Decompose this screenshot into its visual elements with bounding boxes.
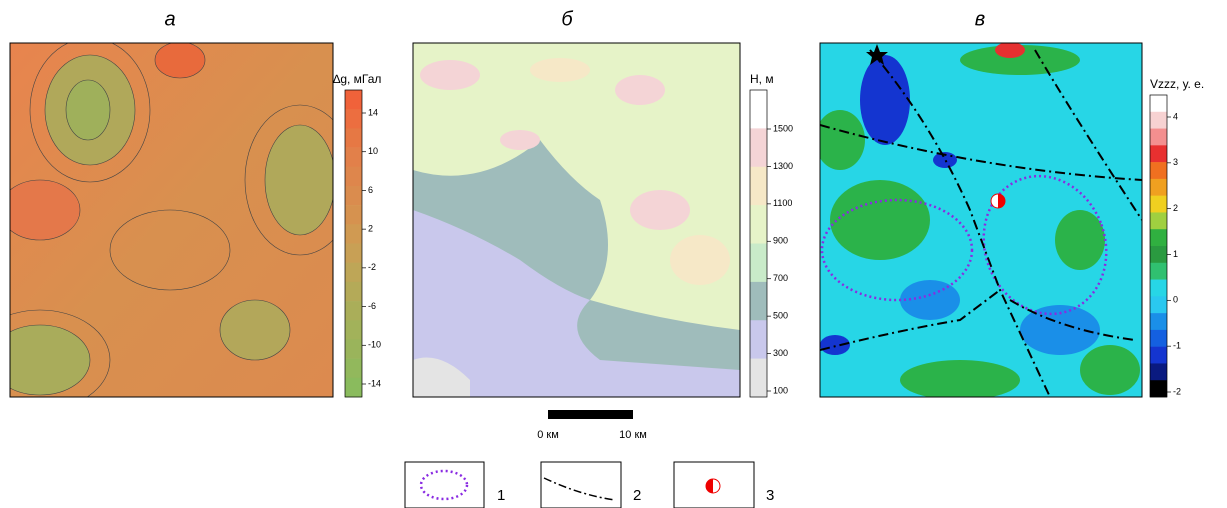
colorbar-band <box>345 359 362 378</box>
colorbar-band <box>345 339 362 358</box>
colorbar-tick-label: -14 <box>368 378 381 388</box>
panel-letter: б <box>561 8 573 30</box>
legend-label: 1 <box>497 487 505 504</box>
colorbar-tick-label: -6 <box>368 301 376 311</box>
colorbar-band <box>1150 330 1167 347</box>
colorbar-band <box>345 90 362 109</box>
colorbar-band <box>1150 129 1167 146</box>
scale-bar <box>548 410 633 419</box>
colorbar-band <box>1150 95 1167 112</box>
colorbar-tick-label: 1 <box>1173 249 1178 259</box>
colorbar-band <box>1150 280 1167 297</box>
colorbar-band <box>750 244 767 283</box>
colorbar-tick-label: 500 <box>773 311 788 321</box>
colorbar-band <box>1150 179 1167 196</box>
panel-letter: а <box>164 8 175 30</box>
colorbar-band <box>1150 363 1167 380</box>
colorbar-band <box>1150 112 1167 129</box>
colorbar-label: ∆g, мГал <box>333 72 381 86</box>
colorbar: 14 10 6 2 -2 -6 -10 -14 <box>345 90 381 397</box>
colorbar-band <box>345 109 362 128</box>
colorbar-band <box>750 359 767 398</box>
legend-label: 2 <box>633 487 641 504</box>
colorbar-band <box>1150 196 1167 213</box>
colorbar-band <box>750 205 767 244</box>
colorbar-band <box>1150 263 1167 280</box>
colorbar-band <box>345 205 362 224</box>
colorbar-tick-label: 700 <box>773 273 788 283</box>
colorbar-band <box>345 167 362 186</box>
legend-label: 3 <box>766 487 774 504</box>
colorbar-tick-label: -2 <box>1173 386 1181 396</box>
colorbar-tick-label: -10 <box>368 340 381 350</box>
colorbar-label: Vzzz, у. е. <box>1150 77 1204 91</box>
colorbar-band <box>1150 313 1167 330</box>
colorbar-band <box>1150 145 1167 162</box>
colorbar-band <box>345 282 362 301</box>
gravity-map <box>0 38 355 410</box>
colorbar-band <box>345 224 362 243</box>
vzzz-map <box>815 42 1142 400</box>
colorbar-band <box>345 186 362 205</box>
colorbar-band <box>750 282 767 321</box>
colorbar-tick-label: 4 <box>1173 111 1178 121</box>
colorbar-band <box>1150 229 1167 246</box>
colorbar-band <box>345 301 362 320</box>
colorbar-band <box>345 320 362 339</box>
colorbar-tick-label: 1100 <box>773 198 792 208</box>
colorbar-band <box>1150 380 1167 397</box>
colorbar-tick-label: 10 <box>368 146 378 156</box>
colorbar-tick-label: 2 <box>1173 203 1178 213</box>
panel-letter: в <box>975 8 985 30</box>
colorbar-band <box>345 148 362 167</box>
figure: а ∆g, мГал 141062-2-6-10-14 б H, м 15001… <box>0 0 1227 508</box>
colorbar: 1500 1300 1100 900 700 500 300 100 <box>750 90 793 397</box>
colorbar-tick-label: 0 <box>1173 295 1178 305</box>
colorbar-band <box>1150 162 1167 179</box>
colorbar-band <box>750 320 767 359</box>
scale-start: 0 км <box>537 429 559 441</box>
colorbar-band <box>1150 212 1167 229</box>
colorbar-tick-label: 100 <box>773 385 788 395</box>
colorbar-tick-label: 1300 <box>773 161 793 171</box>
colorbar-band <box>345 244 362 263</box>
colorbar-tick-label: 2 <box>368 224 373 234</box>
colorbar-tick-label: 14 <box>368 107 378 117</box>
colorbar-band <box>345 263 362 282</box>
colorbar-band <box>1150 296 1167 313</box>
colorbar-band <box>345 128 362 147</box>
legend: 1 2 3 <box>405 462 774 508</box>
colorbar-tick-label: -1 <box>1173 341 1181 351</box>
colorbar-tick-label: 300 <box>773 348 788 358</box>
colorbar-band <box>345 378 362 397</box>
relief-map <box>413 43 740 397</box>
scale-end: 10 км <box>619 429 647 441</box>
colorbar-label: H, м <box>750 72 774 86</box>
colorbar: 4 3 2 1 0 -1 -2 <box>1150 95 1181 397</box>
colorbar-tick-label: 900 <box>773 236 788 246</box>
colorbar-tick-label: 1500 <box>773 123 793 133</box>
colorbar-tick-label: 3 <box>1173 157 1178 167</box>
colorbar-band <box>750 128 767 167</box>
colorbar-band <box>750 90 767 129</box>
colorbar-band <box>1150 347 1167 364</box>
colorbar-band <box>750 167 767 206</box>
colorbar-band <box>1150 246 1167 263</box>
colorbar-tick-label: 6 <box>368 185 373 195</box>
colorbar-tick-label: -2 <box>368 262 376 272</box>
